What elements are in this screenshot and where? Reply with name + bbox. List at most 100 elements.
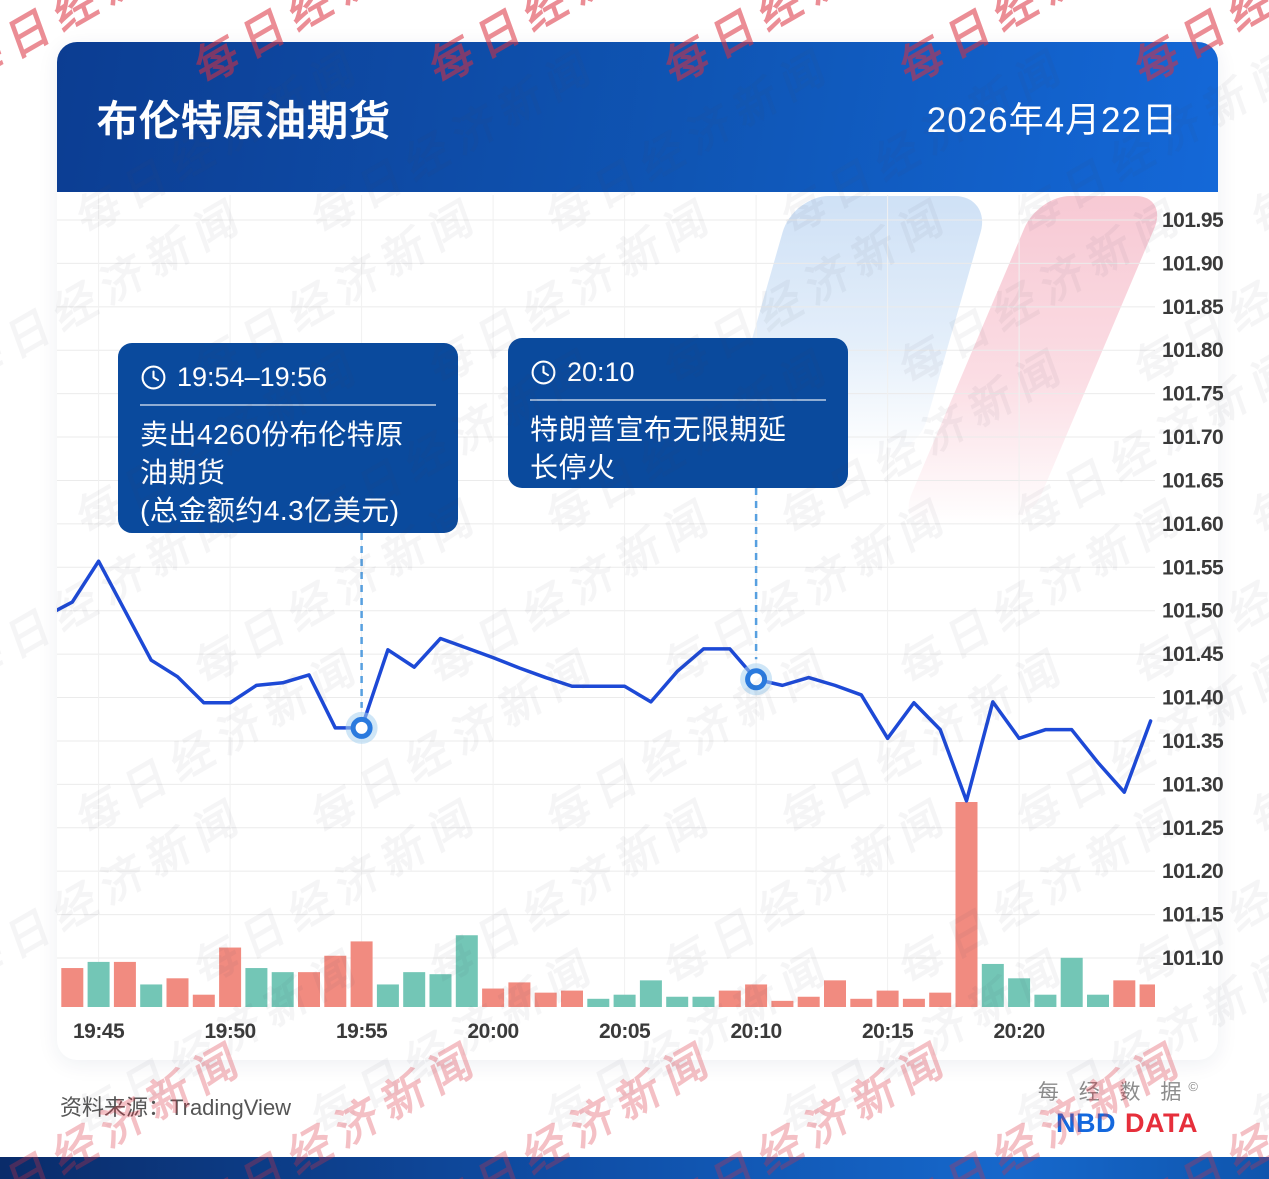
divider	[530, 399, 826, 401]
volume-bar	[1087, 994, 1109, 1007]
volume-bar	[666, 996, 689, 1007]
volume-bar	[482, 988, 505, 1007]
y-axis-label: 101.25	[1162, 817, 1224, 840]
volume-bar	[534, 992, 557, 1007]
divider	[140, 404, 436, 406]
volume-bar	[797, 996, 820, 1007]
y-axis-label: 101.35	[1162, 730, 1224, 753]
price-line	[57, 559, 1153, 803]
volume-bar	[850, 998, 873, 1007]
volume-bar	[245, 968, 268, 1007]
volume-bar	[587, 998, 610, 1007]
event-2-text: 特朗普宣布无限期延 长停火	[530, 411, 826, 487]
volume-bar	[376, 984, 399, 1007]
y-axis-label: 101.75	[1162, 383, 1224, 406]
brand-cn: 每 经 数 据©	[1037, 1079, 1198, 1104]
event-1-line-3: (总金额约4.3亿美元)	[140, 495, 400, 526]
volume-bar	[692, 996, 715, 1007]
y-axis-label: 101.90	[1162, 252, 1223, 275]
event-marker	[350, 716, 373, 739]
brand-block: 每 经 数 据© NBD DATA	[1037, 1079, 1198, 1139]
x-axis-label: 19:45	[73, 1020, 125, 1043]
volume-bar	[1113, 980, 1136, 1007]
y-axis-label: 101.80	[1162, 339, 1223, 362]
event-1-line-1: 卖出4260份布伦特原	[140, 419, 404, 450]
clock-icon	[141, 365, 166, 389]
header-bar: 布伦特原油期货 2026年4月22日	[57, 42, 1218, 192]
event-callout-2: 20:10 特朗普宣布无限期延 长停火	[508, 338, 848, 488]
volume-bar	[271, 972, 294, 1007]
volume-bar	[1139, 984, 1155, 1007]
volume-bar	[508, 982, 531, 1007]
y-axis-label: 101.40	[1162, 687, 1223, 710]
volume-bar	[902, 998, 925, 1007]
page-title: 布伦特原油期货	[97, 98, 391, 144]
volume-bar	[745, 984, 768, 1007]
volume-bar	[350, 941, 373, 1007]
y-axis-label: 101.55	[1162, 556, 1224, 579]
volume-bar	[61, 968, 84, 1007]
volume-bar	[324, 955, 347, 1007]
volume-bar	[140, 984, 163, 1007]
event-2-time-row: 20:10	[530, 354, 826, 390]
x-axis-label: 19:50	[204, 1020, 255, 1043]
x-axis-label: 20:20	[993, 1020, 1044, 1043]
brand-nbd: NBD	[1056, 1108, 1117, 1139]
volume-bar	[981, 963, 1004, 1007]
y-axis-label: 101.95	[1162, 209, 1224, 232]
bottom-accent-bar	[0, 1157, 1269, 1179]
volume-bar	[639, 980, 662, 1007]
volume-bar	[1008, 978, 1031, 1007]
data-source-label: 资料来源：TradingView	[60, 1095, 292, 1120]
y-axis-label: 101.50	[1162, 600, 1223, 623]
y-axis-label: 101.10	[1162, 947, 1223, 970]
volume-bar	[403, 972, 426, 1007]
y-axis-label: 101.45	[1162, 643, 1224, 666]
volume-bar	[955, 802, 978, 1007]
volume-bar	[192, 994, 215, 1007]
x-axis-label: 20:05	[599, 1020, 651, 1043]
x-axis-label: 20:00	[467, 1020, 518, 1043]
event-1-time-row: 19:54–19:56	[140, 359, 436, 395]
volume-bar	[824, 980, 846, 1007]
volume-bar	[35, 966, 57, 1007]
volume-bar	[876, 990, 899, 1007]
volume-bar	[771, 1000, 794, 1007]
y-axis-label: 101.70	[1162, 426, 1223, 449]
volume-bar	[561, 990, 583, 1007]
copyright-mark: ©	[1188, 1079, 1198, 1094]
volume-bar	[429, 974, 452, 1007]
y-axis-label: 101.85	[1162, 296, 1224, 319]
event-2-line-1: 特朗普宣布无限期延	[530, 414, 787, 445]
volume-bar	[1034, 994, 1057, 1007]
clock-icon	[531, 360, 556, 384]
event-marker	[745, 668, 768, 691]
event-1-time: 19:54–19:56	[177, 361, 328, 392]
volume-bar	[718, 990, 741, 1007]
x-axis-label: 20:10	[730, 1020, 781, 1043]
volume-bar	[113, 961, 136, 1007]
volume-bar	[298, 972, 320, 1007]
volume-bar	[219, 947, 242, 1007]
volume-bar	[1060, 957, 1083, 1007]
event-callout-1: 19:54–19:56 卖出4260份布伦特原 油期货 (总金额约4.3亿美元)	[118, 343, 458, 533]
brand-data: DATA	[1125, 1108, 1198, 1139]
volume-bar	[166, 978, 189, 1007]
volume-bar	[929, 992, 952, 1007]
y-axis-label: 101.65	[1162, 469, 1224, 492]
y-axis-label: 101.60	[1162, 513, 1223, 536]
y-axis-label: 101.20	[1162, 860, 1223, 883]
y-axis-label: 101.30	[1162, 773, 1223, 796]
brand-en: NBD DATA	[1038, 1108, 1198, 1139]
volume-bar	[455, 935, 478, 1007]
event-2-time: 20:10	[567, 356, 635, 387]
event-1-line-2: 油期货	[140, 457, 226, 488]
volume-bar	[613, 994, 636, 1007]
y-axis-label: 101.15	[1162, 904, 1224, 927]
date-label: 2026年4月22日	[926, 100, 1178, 140]
event-2-line-2: 长停火	[530, 452, 616, 483]
x-axis-label: 19:55	[336, 1020, 388, 1043]
x-axis-label: 20:15	[862, 1020, 914, 1043]
volume-bar	[87, 961, 110, 1007]
